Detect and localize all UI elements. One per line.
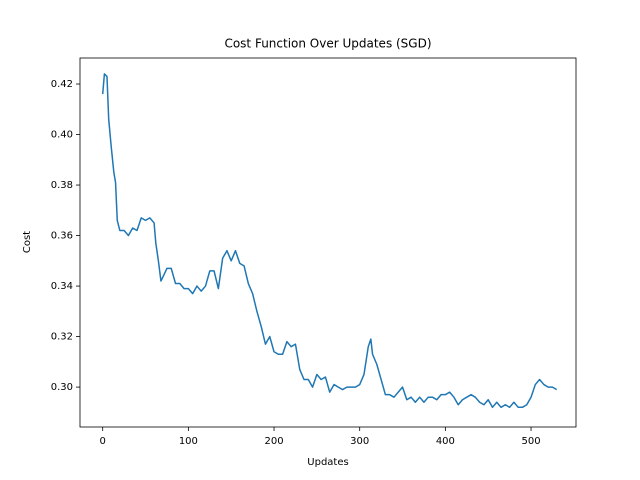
x-tick-label: 100 <box>179 436 198 447</box>
x-tick-label: 0 <box>100 436 106 447</box>
y-axis-label: Cost <box>22 231 33 253</box>
y-tick-label: 0.40 <box>51 130 73 141</box>
y-tick-label: 0.32 <box>51 332 73 343</box>
y-tick-label: 0.42 <box>51 79 73 90</box>
x-axis-label: Updates <box>307 457 348 468</box>
y-tick-label: 0.36 <box>51 231 73 242</box>
chart-title: Cost Function Over Updates (SGD) <box>224 37 431 51</box>
y-tick-label: 0.34 <box>51 281 73 292</box>
x-tick-label: 500 <box>521 436 540 447</box>
x-tick-label: 200 <box>264 436 283 447</box>
plot-frame <box>79 57 577 428</box>
x-tick-label: 400 <box>436 436 455 447</box>
line-series <box>101 73 558 409</box>
x-tick-label: 300 <box>350 436 369 447</box>
y-tick-label: 0.30 <box>51 382 73 393</box>
y-tick-label: 0.38 <box>51 180 73 191</box>
